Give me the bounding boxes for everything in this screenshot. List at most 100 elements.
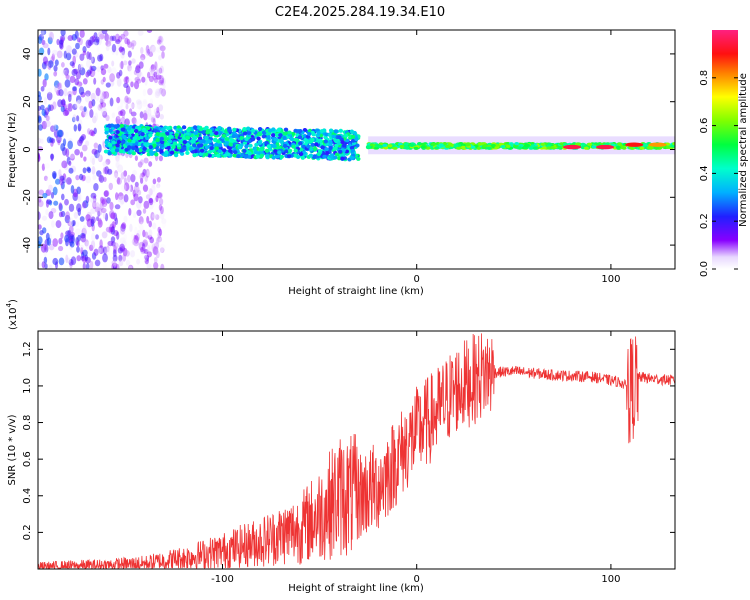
- heat-cell: [100, 207, 107, 213]
- heat-cell: [140, 177, 144, 184]
- heat-cell: [159, 244, 165, 253]
- heat-cell: [307, 131, 312, 136]
- heat-cell: [140, 221, 144, 230]
- heat-cell: [113, 172, 119, 181]
- heat-cell: [528, 146, 534, 150]
- heat-cell: [147, 201, 152, 208]
- heat-cell: [151, 182, 156, 189]
- heat-cell: [490, 143, 496, 148]
- heat-cell: [160, 77, 166, 86]
- heat-cell: [111, 140, 116, 145]
- snr-ylabel: SNR (10 * v/v): [7, 414, 18, 485]
- heat-cell: [138, 72, 144, 80]
- heat-cell: [135, 103, 140, 109]
- heat-cell: [434, 146, 440, 150]
- heat-cell: [246, 126, 251, 131]
- heat-cell: [201, 139, 206, 144]
- heat-cell: [453, 144, 459, 148]
- heat-cell: [117, 164, 124, 173]
- heat-cell: [94, 149, 100, 159]
- heat-cell: [261, 134, 266, 139]
- heat-cell: [102, 204, 108, 213]
- heat-cell: [374, 144, 380, 148]
- heat-cell: [99, 102, 103, 109]
- heat-cell: [431, 142, 437, 146]
- heat-cell: [48, 211, 54, 220]
- heat-cell: [76, 81, 83, 87]
- heat-cell: [68, 167, 74, 174]
- heat-cell: [247, 154, 252, 159]
- heat-cell: [154, 61, 158, 71]
- heat-cell: [587, 142, 593, 146]
- heat-cell: [131, 151, 136, 156]
- heat-cell: [155, 88, 162, 97]
- heat-cell: [102, 161, 108, 167]
- heat-cell: [271, 133, 276, 138]
- heat-cell: [111, 35, 117, 42]
- heat-cell: [99, 98, 104, 105]
- heat-cell: [72, 86, 77, 92]
- y-tick-label: 0.8: [22, 415, 33, 431]
- heat-cell: [103, 190, 110, 197]
- heat-cell: [158, 228, 163, 236]
- x-tick-label: 100: [601, 574, 620, 585]
- heat-cell: [145, 110, 149, 117]
- heat-cell: [91, 56, 95, 64]
- heat-cell: [79, 151, 84, 158]
- heat-cell: [159, 144, 164, 148]
- heat-cell: [100, 102, 107, 108]
- heat-cell: [141, 241, 148, 247]
- heat-cell: [110, 212, 116, 220]
- colorbar-gradient: [712, 30, 738, 269]
- heat-cell: [54, 59, 59, 66]
- heat-cell: [193, 130, 199, 135]
- heat-cell: [100, 68, 107, 76]
- heat-cell: [99, 201, 105, 211]
- heat-cell: [134, 181, 139, 188]
- heat-cell: [151, 213, 158, 219]
- heat-cell: [68, 103, 73, 112]
- heat-cell: [83, 106, 87, 112]
- heat-cell: [142, 243, 146, 251]
- heat-cell: [120, 33, 126, 40]
- x-tick-label: 0: [414, 574, 420, 585]
- heat-cell: [132, 136, 137, 141]
- heat-cell: [470, 145, 476, 149]
- heat-cell: [149, 151, 155, 156]
- heat-cell: [217, 149, 222, 154]
- y-tick-label: 1.0: [22, 378, 33, 394]
- heat-cell: [146, 251, 152, 258]
- heat-cell: [129, 184, 134, 192]
- heat-cell: [98, 217, 102, 225]
- heat-cell: [50, 192, 55, 199]
- heat-cell: [185, 142, 190, 147]
- heat-cell: [143, 249, 149, 254]
- heat-cell: [155, 138, 160, 142]
- heat-cell: [672, 142, 675, 146]
- heat-cell: [152, 118, 156, 126]
- heat-cell: [204, 152, 209, 157]
- heat-cell: [148, 216, 152, 225]
- heat-cell: [58, 237, 63, 245]
- heat-cell: [79, 53, 85, 61]
- heat-cell: [157, 192, 163, 199]
- heat-cell: [72, 116, 76, 123]
- heat-cell: [68, 203, 75, 212]
- heat-cell: [168, 134, 173, 139]
- heat-cell: [159, 247, 165, 254]
- heat-cell: [136, 100, 143, 110]
- heat-cell: [74, 30, 79, 39]
- heat-cell: [160, 127, 166, 132]
- y-tick-label: 40: [22, 48, 33, 61]
- heat-cell: [110, 80, 115, 87]
- heat-cell: [82, 225, 87, 234]
- heat-cell: [242, 148, 247, 153]
- heat-cell: [50, 138, 56, 144]
- heat-cell: [216, 153, 221, 158]
- heat-cell: [119, 61, 124, 69]
- heat-cell: [92, 195, 97, 204]
- x-tick-label: 0: [414, 274, 420, 285]
- heat-cell: [65, 45, 72, 54]
- heat-cell: [48, 104, 54, 111]
- heat-cell: [517, 146, 523, 150]
